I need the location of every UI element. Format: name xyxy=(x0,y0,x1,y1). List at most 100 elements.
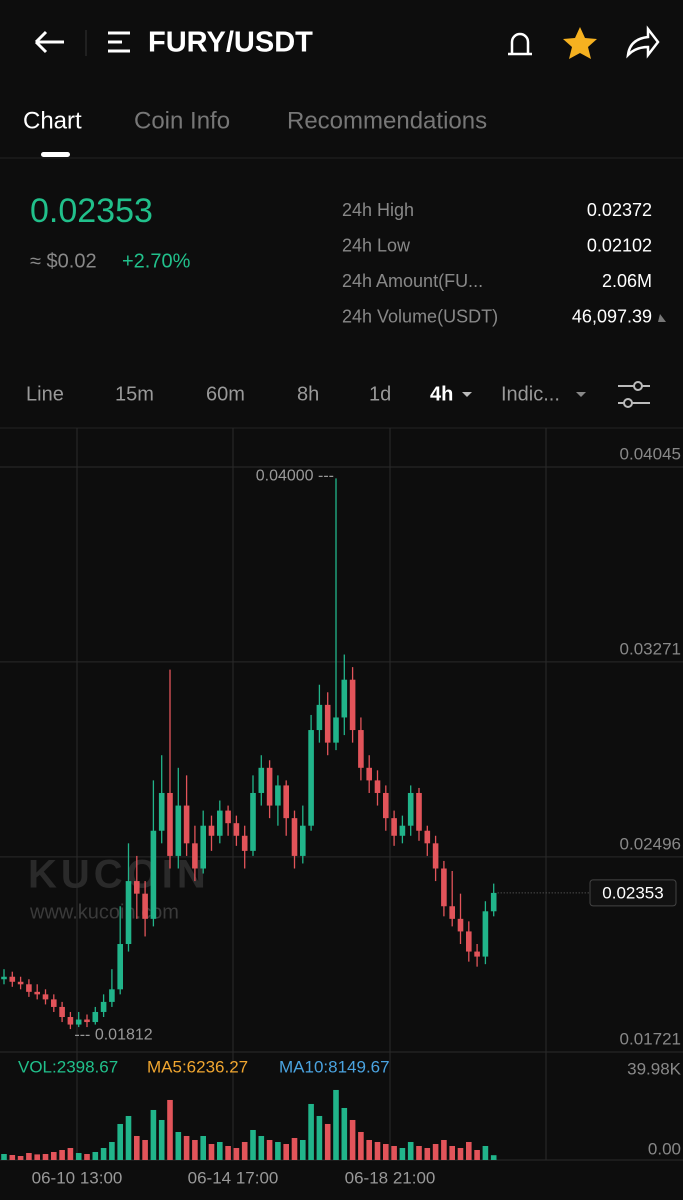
candle-body xyxy=(324,704,331,743)
volume-bar xyxy=(341,1107,348,1160)
watermark: KUCOIN xyxy=(28,853,210,897)
volume-bar xyxy=(142,1139,148,1160)
volume-bar xyxy=(316,1115,323,1160)
volume-bar xyxy=(300,1139,306,1160)
volume-bar xyxy=(92,1151,99,1160)
volume-bar xyxy=(59,1149,65,1160)
candle-body xyxy=(407,792,414,826)
candle-body xyxy=(424,830,431,844)
candle-body xyxy=(109,989,115,1002)
volume-bar xyxy=(84,1153,90,1160)
volume-bar xyxy=(266,1139,273,1160)
menu-icon[interactable] xyxy=(108,31,130,53)
candle-body xyxy=(51,999,57,1007)
stat-value: 2.06M xyxy=(602,271,652,291)
stat-label: 24h Volume(USDT) xyxy=(342,306,498,326)
candle-body xyxy=(1,976,7,980)
volume-bar xyxy=(333,1089,339,1160)
candle-body xyxy=(399,825,406,836)
timeframe[interactable]: Line xyxy=(26,383,64,405)
volume-bar xyxy=(67,1147,74,1160)
candle-body xyxy=(175,805,182,856)
tab-indicator xyxy=(41,152,70,157)
timeframe[interactable]: 60m xyxy=(206,383,245,405)
volume-bar xyxy=(167,1099,173,1160)
settings-knob xyxy=(623,398,633,408)
candle-body xyxy=(250,792,256,851)
candle-body xyxy=(275,785,281,806)
candle-body xyxy=(366,767,372,781)
timeframe[interactable]: 8h xyxy=(297,383,319,405)
favorite-icon[interactable] xyxy=(563,27,597,59)
candle-body xyxy=(75,1019,82,1025)
stat-value: 0.02102 xyxy=(587,235,652,255)
candle-body xyxy=(150,830,157,919)
volume-bar xyxy=(490,1155,497,1160)
volume-bar xyxy=(275,1141,281,1160)
volume-bar xyxy=(17,1155,24,1160)
y-tick-label: 0.03271 xyxy=(620,639,681,658)
volume-bar xyxy=(134,1135,140,1160)
candle-body xyxy=(167,792,173,856)
stats: 24h High 0.02372 24h Low 0.02102 24h Amount(… xyxy=(342,200,652,327)
candle-body xyxy=(474,951,480,957)
stat-label: 24h Amount(FU... xyxy=(342,271,483,291)
volume-bar xyxy=(432,1143,439,1160)
volume-bar xyxy=(150,1109,157,1160)
last-price-box xyxy=(589,879,677,907)
candle-body xyxy=(158,792,165,831)
volume-bar xyxy=(1,1153,7,1160)
alert-icon[interactable] xyxy=(508,32,532,56)
volume-bar xyxy=(241,1141,248,1160)
volume-bar xyxy=(416,1145,422,1160)
vol-label: VOL:2398.67 xyxy=(18,1057,118,1076)
candle-body xyxy=(441,868,447,907)
volume-bar xyxy=(324,1123,331,1160)
high-note: 0.04000 --- xyxy=(256,468,334,485)
tab[interactable]: Coin Info xyxy=(134,107,230,134)
caret xyxy=(576,392,586,397)
candle-body xyxy=(241,835,248,851)
ma10-label: MA10:8149.67 xyxy=(279,1057,390,1076)
candle-body xyxy=(17,981,24,985)
candle-body xyxy=(125,881,132,945)
candle-body xyxy=(383,792,389,819)
candle-body xyxy=(283,785,289,819)
volume-bar xyxy=(51,1151,57,1160)
candle-body xyxy=(59,1006,65,1018)
stat-value: 0.02372 xyxy=(587,200,652,220)
change: +2.70% xyxy=(122,250,191,272)
volume-bar xyxy=(283,1143,289,1160)
volume-bar xyxy=(26,1152,32,1160)
back-icon[interactable] xyxy=(34,30,64,54)
volume-bar xyxy=(366,1139,372,1160)
x-tick-label: 06-14 17:00 xyxy=(188,1168,279,1187)
stat-label: 24h Low xyxy=(342,235,411,255)
candle-body xyxy=(183,805,190,844)
candle-body xyxy=(349,679,356,731)
timeframe[interactable]: 1d xyxy=(369,383,391,405)
volume-bar xyxy=(457,1147,464,1160)
candle-body xyxy=(192,843,198,869)
volume-bar xyxy=(125,1115,132,1160)
timeframe[interactable]: 15m xyxy=(115,383,154,405)
tab[interactable]: Chart xyxy=(23,107,82,134)
share-icon[interactable] xyxy=(626,25,660,59)
volume-bar xyxy=(466,1141,472,1160)
candle-body xyxy=(416,792,422,831)
volume-bar xyxy=(75,1152,82,1160)
volume-bar xyxy=(407,1141,414,1160)
vol-tick-label: 39.98K xyxy=(627,1059,682,1078)
timeframe[interactable]: 4h xyxy=(430,383,453,405)
timeframe[interactable]: Indic... xyxy=(501,383,560,405)
candle-body xyxy=(266,767,273,806)
candle-body xyxy=(200,825,206,869)
candle-body xyxy=(391,818,397,836)
pair-title: FURY/USDT xyxy=(148,27,313,59)
usd-price: ≈ $0.02 xyxy=(30,250,97,272)
candle-body xyxy=(333,717,339,743)
volume-bar xyxy=(358,1131,364,1160)
tab[interactable]: Recommendations xyxy=(287,107,487,134)
